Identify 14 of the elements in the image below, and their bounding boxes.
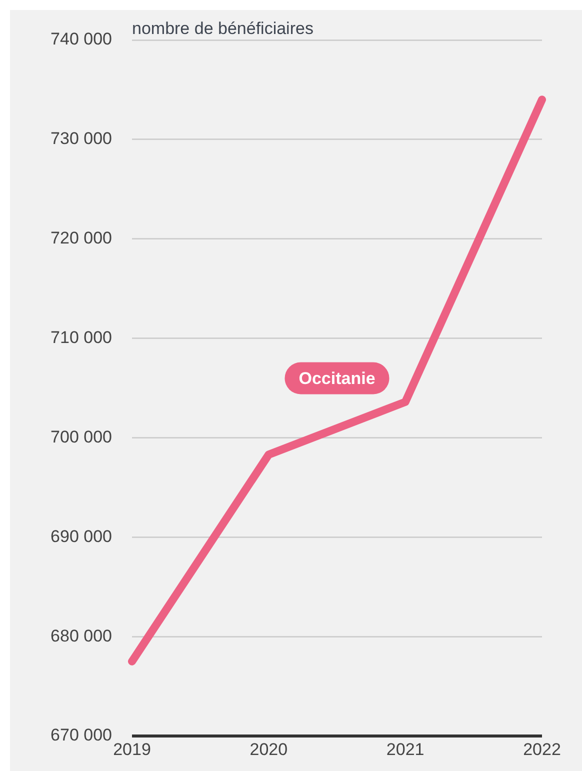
y-axis-title: nombre de bénéficiaires [132, 19, 314, 38]
y-tick-label: 740 000 [50, 30, 112, 49]
x-tick-label: 2021 [386, 740, 424, 759]
y-tick-label: 710 000 [50, 328, 112, 347]
series-label: Occitanie [298, 368, 376, 388]
x-tick-label: 2022 [523, 740, 561, 759]
y-tick-label: 680 000 [50, 626, 112, 646]
y-tick-label: 720 000 [50, 228, 112, 248]
y-tick-label: 690 000 [50, 526, 112, 546]
y-tick-label: 700 000 [50, 427, 112, 446]
x-tick-label: 2019 [113, 740, 151, 759]
y-tick-label: 730 000 [50, 129, 112, 148]
x-tick-label: 2020 [250, 740, 288, 759]
y-tick-label: 670 000 [50, 726, 112, 745]
